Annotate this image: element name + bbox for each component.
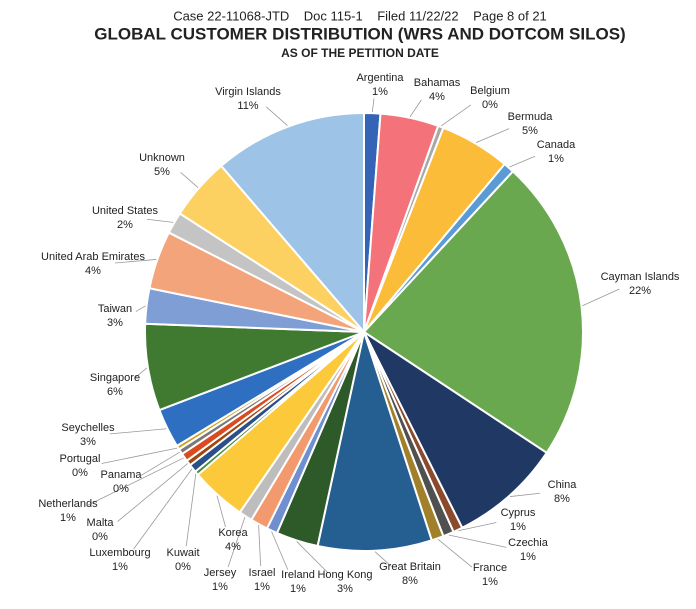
leader-line	[227, 516, 246, 568]
leader-line	[582, 288, 620, 307]
leader-line	[509, 492, 541, 497]
slice-label: Cyprus	[501, 507, 536, 519]
case-header: Case 22-11068-JTD Doc 115-1 Filed 11/22/…	[173, 8, 547, 23]
leader-line	[437, 538, 473, 568]
chart-subtitle: AS OF THE PETITION DATE	[281, 46, 439, 60]
slice-value-label: 4%	[225, 541, 241, 553]
slice-value-label: 1%	[212, 581, 228, 593]
slice-label: Great Britain	[379, 561, 441, 573]
slice-label: Singapore	[90, 372, 140, 384]
slice-value-label: 1%	[372, 86, 388, 98]
slice-value-label: 22%	[629, 285, 651, 297]
slice-label: Portugal	[60, 453, 101, 465]
slice-label: Luxembourg	[89, 547, 150, 559]
slice-label: Cayman Islands	[601, 271, 680, 283]
leader-line	[140, 451, 180, 477]
slice-value-label: 3%	[337, 583, 353, 595]
leader-line	[135, 305, 146, 312]
slice-label: Czechia	[508, 537, 549, 549]
leader-line	[409, 99, 422, 118]
slice-value-label: 1%	[520, 551, 536, 563]
slice-label: Unknown	[139, 152, 185, 164]
slice-value-label: 0%	[113, 483, 129, 495]
leader-line	[180, 172, 199, 188]
slice-label: Argentina	[356, 72, 404, 84]
leader-line	[258, 525, 262, 567]
slice-label: United States	[92, 205, 159, 217]
leader-line	[117, 463, 188, 522]
slice-label: Panama	[101, 469, 143, 481]
slice-value-label: 3%	[107, 317, 123, 329]
slice-value-label: 4%	[85, 265, 101, 277]
slice-value-label: 0%	[175, 561, 191, 573]
slice-label: Hong Kong	[317, 569, 372, 581]
leader-line	[216, 495, 226, 527]
slice-value-label: 5%	[154, 166, 170, 178]
slice-value-label: 2%	[117, 219, 133, 231]
leader-line	[87, 457, 184, 506]
leader-line	[109, 428, 167, 435]
slice-label: Israel	[249, 567, 276, 579]
slice-label: China	[548, 479, 578, 491]
chart-title: GLOBAL CUSTOMER DISTRIBUTION (WRS AND DO…	[94, 24, 625, 43]
slice-label: Virgin Islands	[215, 86, 281, 98]
leader-line	[296, 541, 329, 574]
pie-slice	[362, 170, 584, 455]
slice-value-label: 4%	[429, 91, 445, 103]
slice-value-label: 0%	[72, 467, 88, 479]
slice-value-label: 0%	[482, 99, 498, 111]
slice-value-label: 1%	[482, 576, 498, 588]
slice-value-label: 0%	[92, 531, 108, 543]
leader-line	[374, 551, 392, 567]
slice-label: Canada	[537, 139, 576, 151]
slice-label: Bermuda	[508, 111, 554, 123]
slice-value-label: 8%	[402, 575, 418, 587]
slice-label: United Arab Emirates	[41, 251, 145, 263]
slice-label: Seychelles	[61, 422, 115, 434]
leader-line	[134, 367, 148, 379]
leader-line	[101, 447, 178, 464]
slice-value-label: 5%	[522, 125, 538, 137]
slice-value-label: 8%	[554, 493, 570, 505]
slice-label: France	[473, 562, 507, 574]
pie-slice	[316, 328, 433, 552]
leader-line	[133, 468, 193, 550]
leader-line	[440, 104, 472, 127]
pie-slice	[219, 111, 365, 335]
slice-label: Netherlands	[38, 498, 98, 510]
slice-value-label: 1%	[254, 581, 270, 593]
slice-label: Jersey	[204, 567, 237, 579]
slice-label: Kuwait	[166, 547, 199, 559]
slice-value-label: 1%	[60, 512, 76, 524]
slice-label: Malta	[87, 517, 115, 529]
leader-line	[371, 98, 375, 113]
slice-value-label: 1%	[548, 153, 564, 165]
leader-line	[448, 534, 507, 548]
slice-value-label: 1%	[112, 561, 128, 573]
slice-label: Belgium	[470, 85, 510, 97]
slice-value-label: 1%	[510, 521, 526, 533]
leader-line	[271, 531, 289, 570]
leader-line	[458, 522, 497, 532]
slice-value-label: 6%	[107, 386, 123, 398]
leader-line	[146, 218, 174, 223]
leader-line	[185, 473, 197, 547]
pie-slice	[361, 329, 549, 530]
slice-label: Ireland	[281, 569, 315, 581]
leader-line	[114, 259, 157, 264]
leader-line	[509, 155, 536, 168]
leader-line	[475, 128, 510, 144]
slice-value-label: 1%	[290, 583, 306, 595]
slice-label: Korea	[218, 527, 248, 539]
slice-label: Bahamas	[414, 77, 461, 89]
slice-label: Taiwan	[98, 303, 132, 315]
slice-value-label: 3%	[80, 436, 96, 448]
slice-value-label: 11%	[237, 100, 258, 112]
leader-line	[265, 106, 288, 127]
